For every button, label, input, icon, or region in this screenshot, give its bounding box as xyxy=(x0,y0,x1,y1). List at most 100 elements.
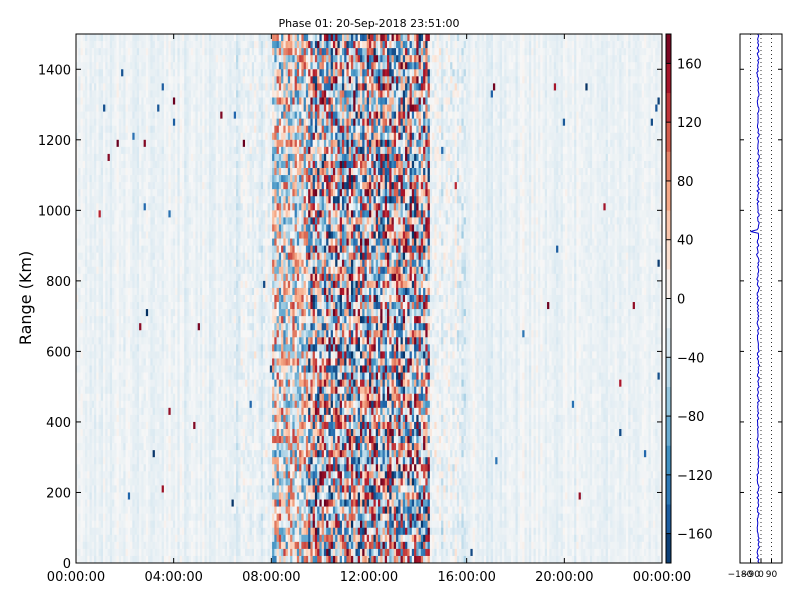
heatmap-cell xyxy=(200,133,203,140)
heatmap-cell xyxy=(200,521,203,528)
heatmap-cell xyxy=(81,189,84,196)
heatmap-cell xyxy=(184,83,187,90)
heatmap-cell xyxy=(216,175,219,182)
heatmap-cell xyxy=(81,147,84,154)
heatmap-cell xyxy=(101,154,104,161)
heatmap-cell xyxy=(184,323,187,330)
heatmap-cell xyxy=(78,260,81,267)
heatmap-cell xyxy=(150,492,153,499)
heatmap-cell xyxy=(123,450,126,457)
heatmap-cell xyxy=(184,443,187,450)
heatmap-cell xyxy=(195,415,198,422)
heatmap-cell xyxy=(166,344,169,351)
heatmap-cell xyxy=(164,253,167,260)
heatmap-cell xyxy=(146,203,149,210)
heatmap-cell xyxy=(162,408,165,415)
heatmap-cell xyxy=(200,302,203,309)
heatmap-cell xyxy=(157,358,160,365)
heatmap-cell xyxy=(114,535,117,542)
heatmap-cell xyxy=(135,492,138,499)
heatmap-cell xyxy=(202,97,205,104)
heatmap-cell xyxy=(191,69,194,76)
heatmap-cell xyxy=(153,394,156,401)
heatmap-cell xyxy=(83,443,86,450)
heatmap-cell xyxy=(130,443,133,450)
heatmap-cell xyxy=(92,210,95,217)
heatmap-cell xyxy=(182,34,185,41)
heatmap-cell xyxy=(220,112,223,119)
heatmap-cell xyxy=(126,189,129,196)
heatmap-cell xyxy=(195,485,198,492)
heatmap-cell xyxy=(90,126,93,133)
heatmap-cell xyxy=(186,387,189,394)
heatmap-cell xyxy=(211,436,214,443)
heatmap-cell xyxy=(114,147,117,154)
heatmap-cell xyxy=(128,366,131,373)
heatmap-cell xyxy=(103,478,106,485)
heatmap-cell xyxy=(195,224,198,231)
heatmap-cell xyxy=(213,196,216,203)
heatmap-cell xyxy=(112,514,115,521)
heatmap-cell xyxy=(108,302,111,309)
heatmap-cell xyxy=(112,535,115,542)
heatmap-cell xyxy=(139,478,142,485)
heatmap-cell xyxy=(220,119,223,126)
heatmap-cell xyxy=(211,464,214,471)
heatmap-cell xyxy=(225,281,228,288)
heatmap-cell xyxy=(166,62,169,69)
heatmap-cell xyxy=(87,55,90,62)
heatmap-cell xyxy=(180,492,183,499)
heatmap-cell xyxy=(218,309,221,316)
heatmap-cell xyxy=(157,253,160,260)
heatmap-cell xyxy=(173,105,176,112)
heatmap-cell xyxy=(141,69,144,76)
heatmap-cell xyxy=(150,231,153,238)
heatmap-cell xyxy=(198,507,201,514)
heatmap-cell xyxy=(204,48,207,55)
heatmap-cell xyxy=(175,69,178,76)
heatmap-cell xyxy=(159,358,162,365)
heatmap-cell xyxy=(157,83,160,90)
heatmap-cell xyxy=(99,147,102,154)
heatmap-cell xyxy=(78,380,81,387)
heatmap-cell xyxy=(92,316,95,323)
heatmap-cell xyxy=(112,464,115,471)
heatmap-cell xyxy=(108,507,111,514)
heatmap-cell xyxy=(108,500,111,507)
heatmap-cell xyxy=(198,521,201,528)
heatmap-cell xyxy=(139,260,142,267)
heatmap-cell xyxy=(177,203,180,210)
heatmap-cell xyxy=(90,168,93,175)
heatmap-cell xyxy=(78,239,81,246)
heatmap-cell xyxy=(202,492,205,499)
heatmap-cell xyxy=(141,161,144,168)
heatmap-cell xyxy=(168,133,171,140)
heatmap-cell xyxy=(92,394,95,401)
heatmap-cell xyxy=(211,231,214,238)
heatmap-cell xyxy=(112,62,115,69)
heatmap-cell xyxy=(146,281,149,288)
heatmap-cell xyxy=(162,112,165,119)
heatmap-cell xyxy=(189,274,192,281)
heatmap-cell xyxy=(191,168,194,175)
heatmap-cell xyxy=(171,147,174,154)
heatmap-cell xyxy=(117,55,120,62)
heatmap-cell xyxy=(180,55,183,62)
heatmap-cell xyxy=(123,380,126,387)
heatmap-cell xyxy=(157,549,160,556)
heatmap-cell xyxy=(110,281,113,288)
heatmap-cell xyxy=(110,83,113,90)
heatmap-cell xyxy=(173,542,176,549)
heatmap-cell xyxy=(225,330,228,337)
heatmap-cell xyxy=(175,126,178,133)
heatmap-cell xyxy=(99,337,102,344)
heatmap-cell xyxy=(202,62,205,69)
heatmap-cell xyxy=(117,492,120,499)
heatmap-cell xyxy=(164,168,167,175)
heatmap-cell xyxy=(177,239,180,246)
heatmap-cell xyxy=(177,168,180,175)
heatmap-cell xyxy=(146,351,149,358)
heatmap-cell xyxy=(150,323,153,330)
heatmap-cell xyxy=(157,408,160,415)
heatmap-cell xyxy=(105,126,108,133)
